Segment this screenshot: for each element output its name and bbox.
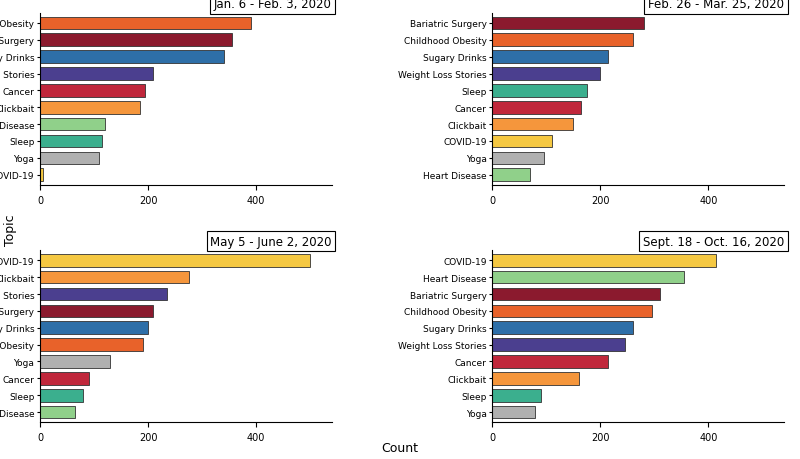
- Bar: [40, 322, 148, 334]
- Bar: [40, 85, 146, 97]
- Bar: [492, 389, 541, 402]
- Bar: [492, 305, 652, 318]
- Bar: [40, 51, 224, 64]
- Bar: [492, 152, 543, 165]
- Text: Topic: Topic: [4, 214, 17, 245]
- Bar: [40, 118, 105, 131]
- Bar: [40, 68, 154, 81]
- Bar: [492, 34, 633, 47]
- Bar: [492, 169, 530, 182]
- Bar: [40, 254, 310, 267]
- Bar: [40, 372, 89, 385]
- Bar: [40, 135, 102, 148]
- Bar: [40, 102, 140, 114]
- Text: Feb. 26 - Mar. 25, 2020: Feb. 26 - Mar. 25, 2020: [648, 0, 784, 11]
- Bar: [492, 17, 643, 30]
- Bar: [40, 271, 189, 284]
- Bar: [492, 254, 717, 267]
- Text: Sept. 18 - Oct. 16, 2020: Sept. 18 - Oct. 16, 2020: [642, 235, 784, 248]
- Text: Count: Count: [382, 442, 418, 454]
- Bar: [40, 305, 154, 318]
- Bar: [40, 355, 110, 368]
- Bar: [40, 389, 83, 402]
- Bar: [40, 152, 99, 165]
- Bar: [492, 68, 600, 81]
- Text: Jan. 6 - Feb. 3, 2020: Jan. 6 - Feb. 3, 2020: [214, 0, 332, 11]
- Bar: [492, 118, 574, 131]
- Bar: [492, 355, 609, 368]
- Bar: [492, 271, 684, 284]
- Bar: [40, 169, 42, 182]
- Bar: [492, 102, 582, 114]
- Bar: [40, 288, 167, 301]
- Text: May 5 - June 2, 2020: May 5 - June 2, 2020: [210, 235, 332, 248]
- Bar: [492, 406, 535, 419]
- Bar: [492, 51, 609, 64]
- Bar: [492, 339, 625, 351]
- Bar: [40, 34, 232, 47]
- Bar: [492, 135, 552, 148]
- Bar: [492, 372, 578, 385]
- Bar: [40, 406, 75, 419]
- Bar: [492, 288, 660, 301]
- Bar: [492, 322, 633, 334]
- Bar: [492, 85, 586, 97]
- Bar: [40, 17, 250, 30]
- Bar: [40, 339, 142, 351]
